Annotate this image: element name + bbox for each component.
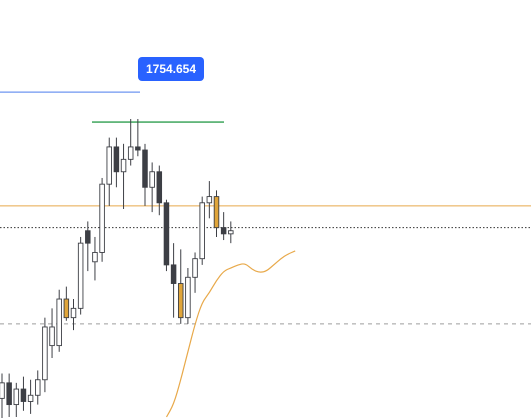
candle	[106, 137, 112, 206]
candle	[192, 252, 198, 293]
candle-body	[163, 202, 170, 266]
candle	[163, 199, 170, 272]
candle	[213, 190, 220, 237]
candle	[49, 308, 55, 359]
candle-body	[127, 146, 134, 160]
candle-body	[63, 298, 70, 319]
candle	[113, 137, 120, 188]
candle	[127, 118, 134, 166]
candle	[6, 373, 12, 417]
candle-body	[42, 326, 48, 381]
candle	[135, 118, 141, 157]
candle	[42, 317, 48, 393]
candle	[56, 289, 62, 352]
horizontal-levels	[0, 91, 531, 325]
candle	[170, 243, 177, 318]
candle	[35, 370, 41, 405]
candle	[199, 196, 205, 265]
candle-body	[56, 298, 62, 347]
candle	[156, 165, 163, 216]
candle-body	[192, 258, 198, 278]
candle-body	[92, 252, 98, 263]
candle	[177, 249, 184, 324]
candle-body	[27, 394, 34, 402]
candle	[70, 299, 77, 331]
candle	[220, 212, 227, 241]
candle-body	[0, 382, 5, 399]
candle-body	[49, 326, 55, 347]
candle-body	[106, 146, 112, 185]
candle-body	[228, 230, 234, 235]
candle	[228, 221, 234, 244]
candle-body	[99, 183, 105, 253]
candle	[13, 382, 20, 417]
candle-body	[120, 158, 127, 173]
candle	[0, 373, 5, 418]
candle-body	[20, 388, 27, 402]
candle	[206, 181, 213, 219]
candle	[142, 143, 148, 206]
candle	[92, 236, 98, 281]
candle-body	[220, 227, 227, 235]
candlestick-series	[0, 118, 234, 418]
moving-average-line	[165, 250, 296, 418]
candle-body	[35, 379, 41, 396]
candle-body	[149, 171, 155, 188]
candle-body	[185, 276, 191, 319]
candle-body	[85, 230, 91, 244]
candle	[99, 177, 105, 262]
candle-body	[135, 146, 141, 151]
candle-body	[213, 196, 220, 229]
candle-body	[156, 171, 163, 204]
candle	[20, 376, 27, 411]
candle-body	[6, 382, 12, 406]
candle	[185, 267, 191, 324]
candle-body	[113, 146, 120, 173]
candle	[120, 143, 127, 210]
candle	[27, 379, 34, 414]
candle-body	[142, 149, 148, 188]
candle	[77, 236, 84, 315]
candle-body	[199, 202, 205, 260]
candle-body	[170, 264, 177, 284]
candle-body	[177, 283, 184, 319]
candle	[63, 286, 70, 321]
candle	[85, 221, 91, 272]
candle-body	[206, 196, 213, 204]
candle-body	[77, 242, 84, 309]
price-tag[interactable]: 1754.654	[138, 57, 204, 81]
candle	[149, 162, 155, 213]
candle-body	[70, 307, 77, 319]
candle-body	[13, 388, 20, 406]
